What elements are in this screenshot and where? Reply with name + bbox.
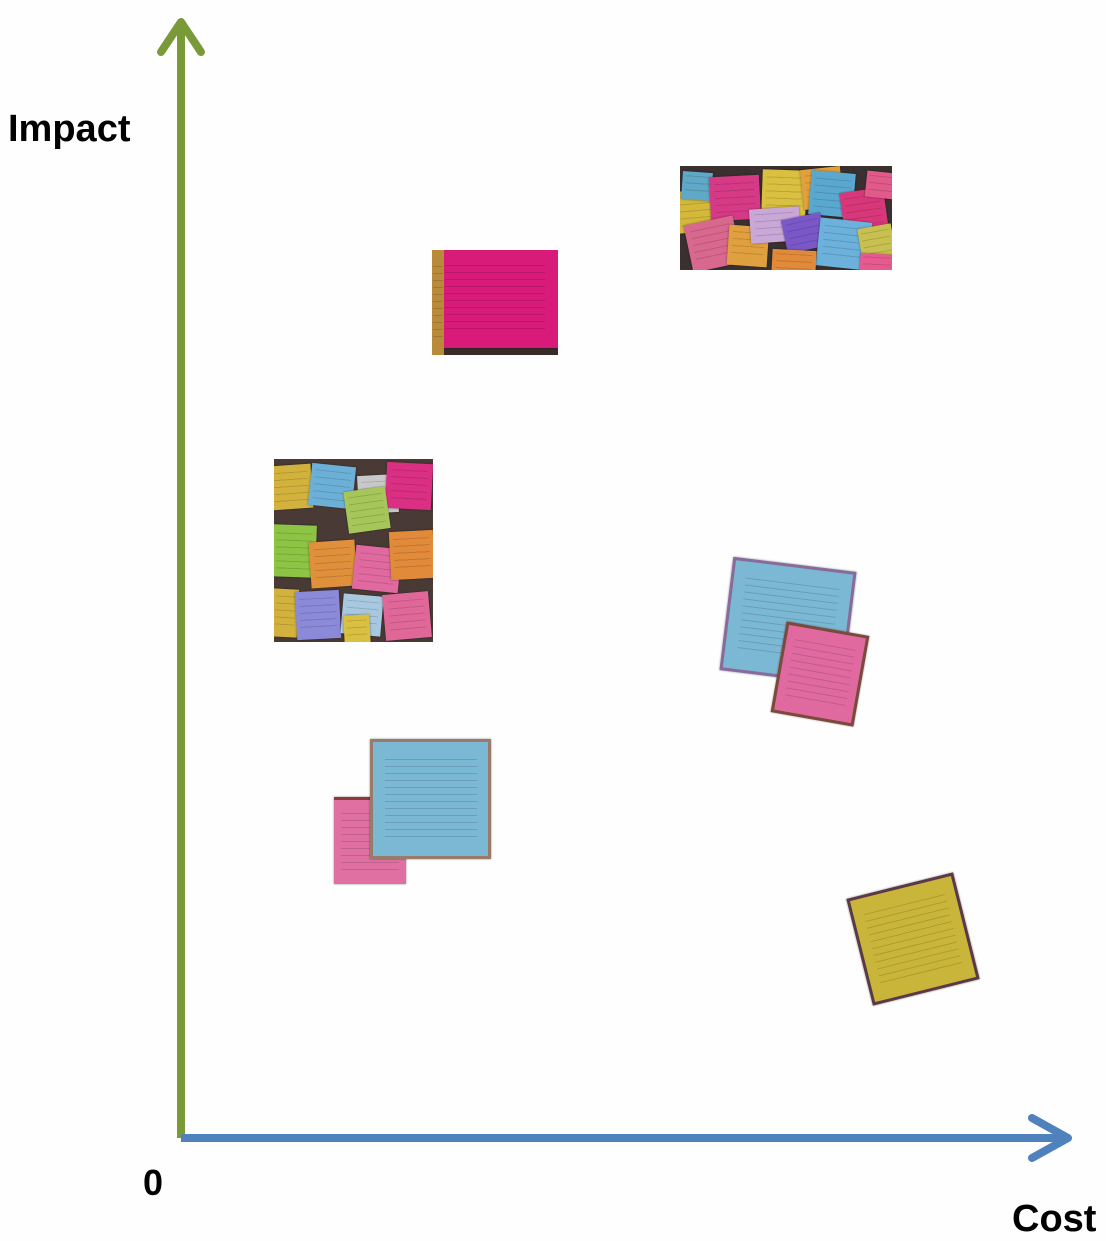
y-axis-label: Impact bbox=[8, 108, 131, 150]
sticky-note-pair-low-impact-low-cost bbox=[334, 739, 491, 884]
sticky-note-pair-medium-impact-high-cost bbox=[718, 556, 870, 727]
sticky-note-cluster-medium-impact-low-cost bbox=[274, 459, 433, 642]
sticky-note-pink-high-impact bbox=[432, 250, 558, 355]
origin-label: 0 bbox=[143, 1162, 164, 1203]
sticky-note-yellow-low-impact-high-cost bbox=[846, 872, 980, 1006]
y-axis-arrow bbox=[157, 18, 205, 1138]
x-axis-arrow bbox=[181, 1114, 1072, 1162]
x-axis-label: Cost bbox=[1012, 1198, 1097, 1240]
sticky-note-cluster-high-impact-high-cost bbox=[680, 166, 892, 270]
